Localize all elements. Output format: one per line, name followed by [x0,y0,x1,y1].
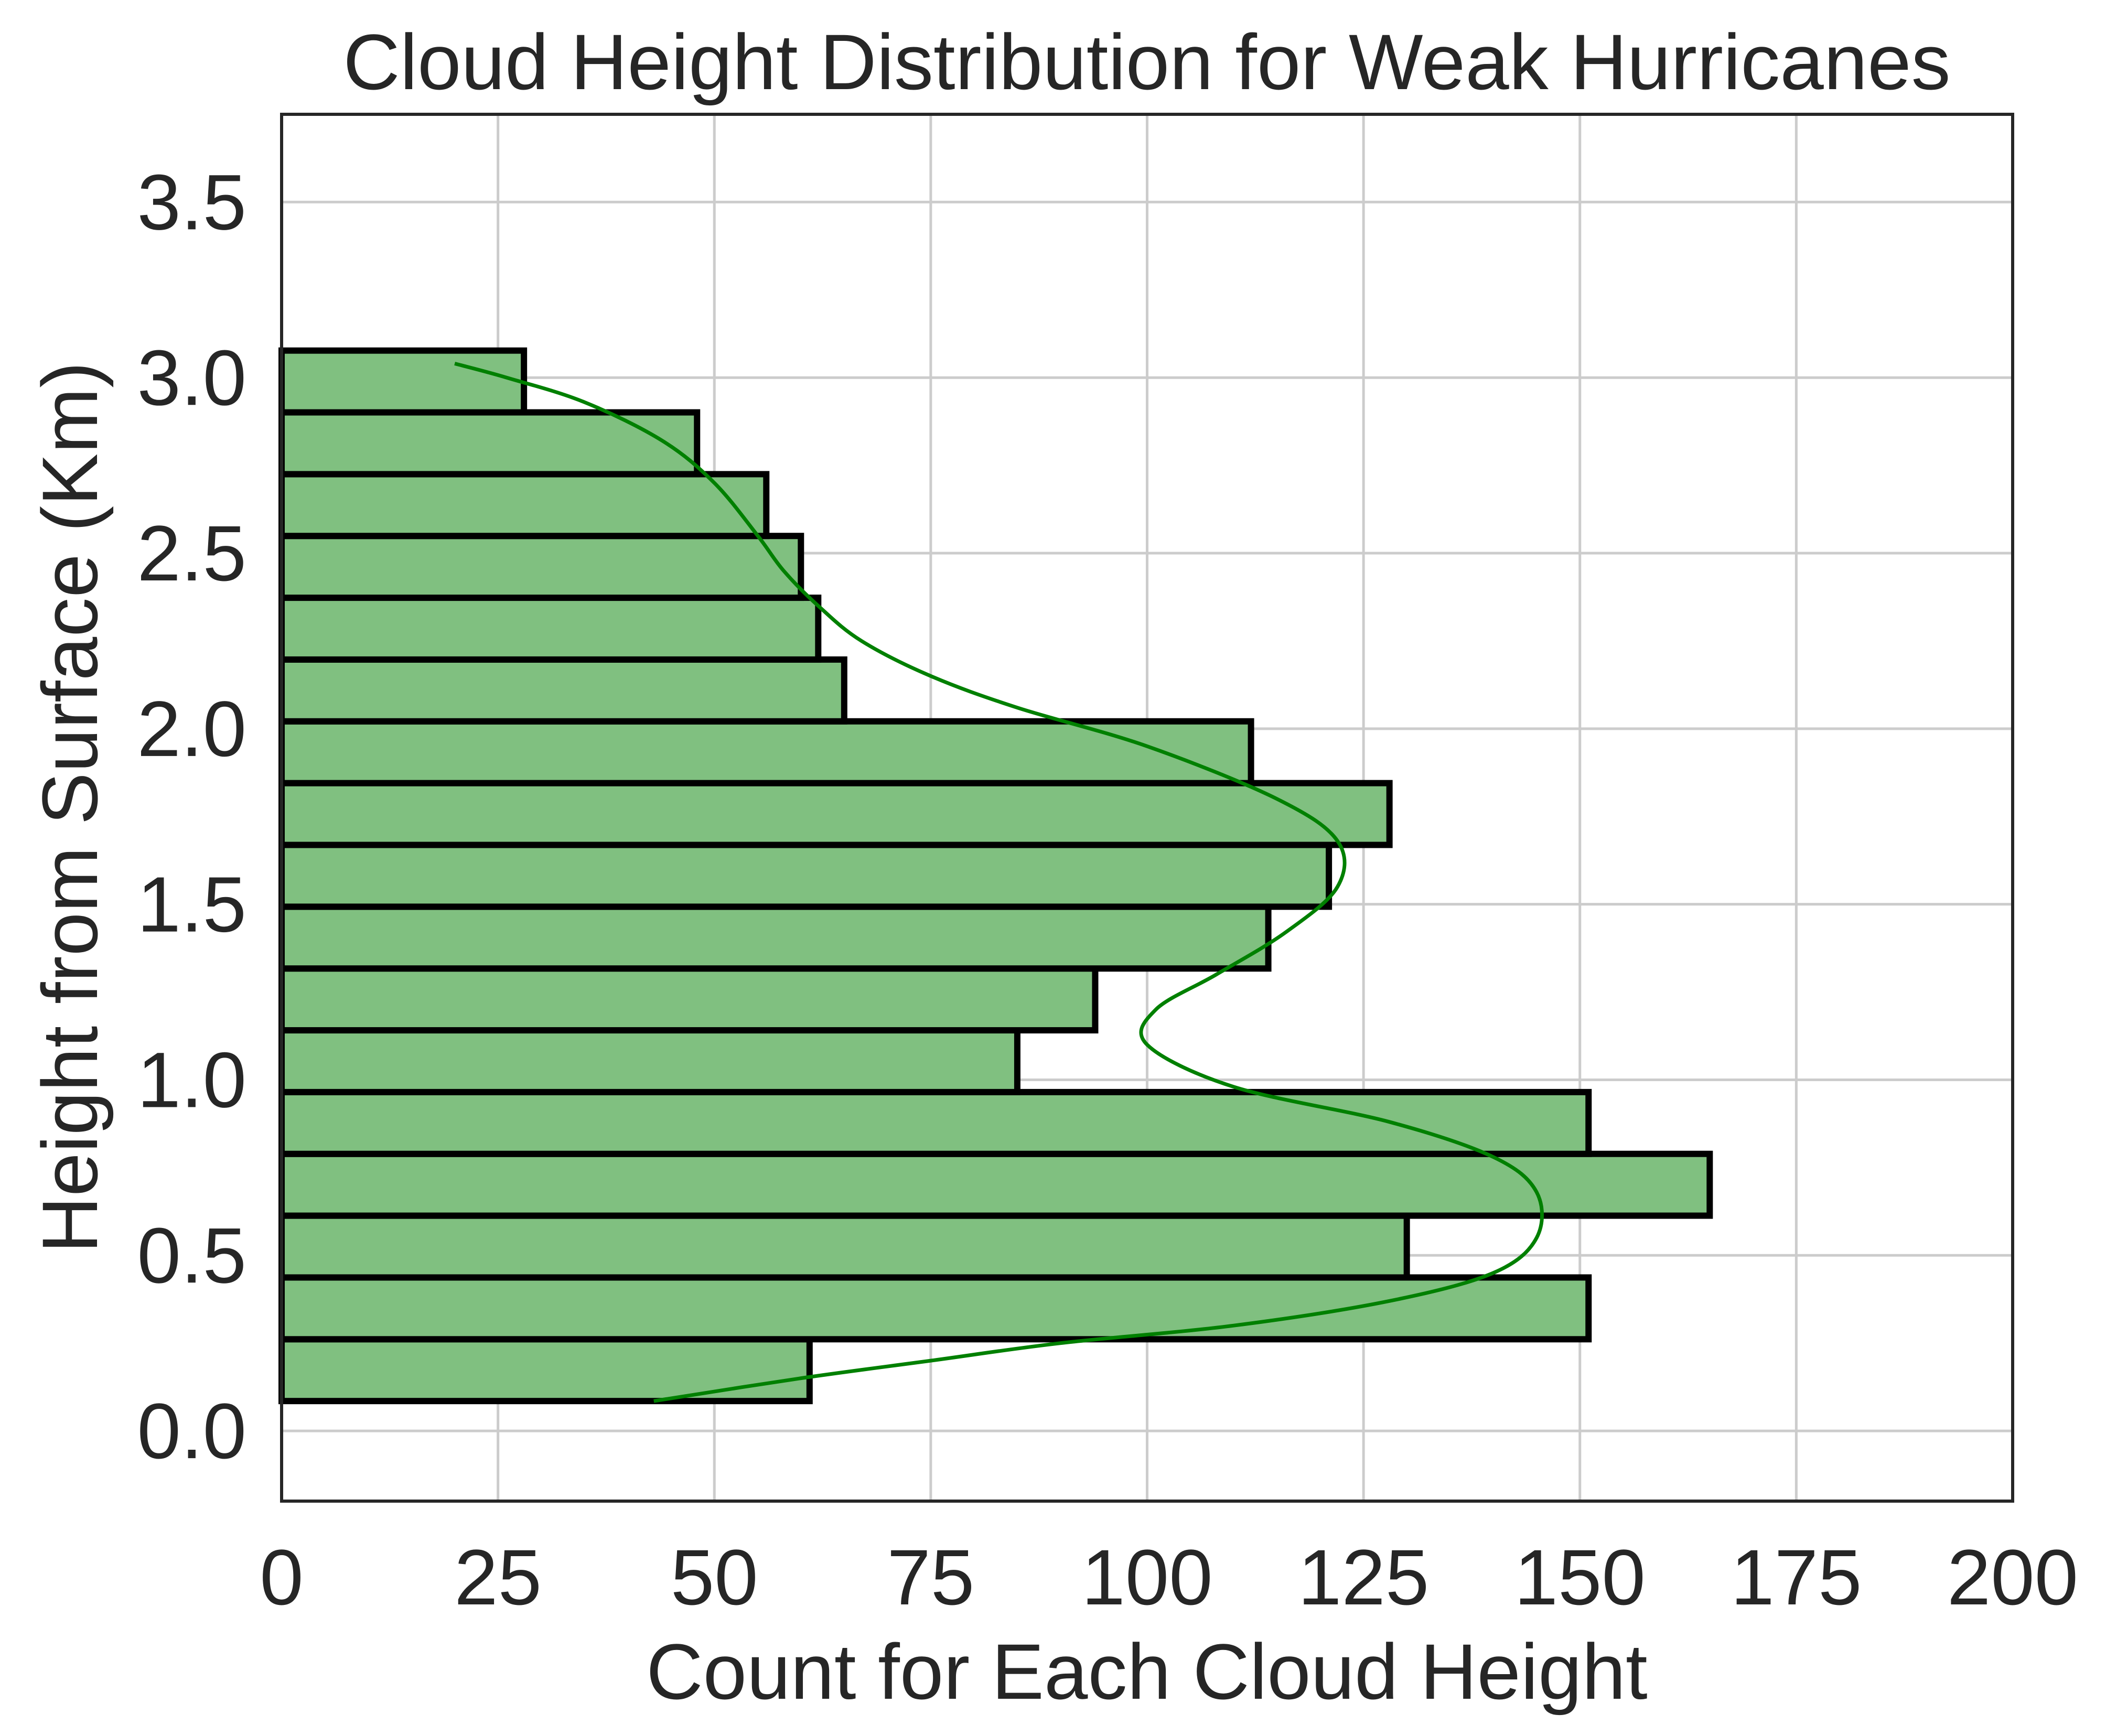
x-tick-label: 175 [1731,1533,1862,1621]
histogram-bar [278,1274,1592,1343]
histogram-bar [278,965,1099,1034]
histogram-bar [278,1212,1410,1281]
histogram-bar [278,595,822,663]
kde-line [454,362,1544,1403]
histogram-bar [278,1088,1592,1157]
x-tick-label: 150 [1514,1533,1646,1621]
x-tick-label: 200 [1947,1533,2078,1621]
y-tick-label: 3.0 [137,333,246,422]
x-tick-label: 100 [1081,1533,1212,1621]
kde-curve-layer [454,362,1544,1403]
y-tick-label: 0.0 [137,1387,246,1475]
plot-area-frame [280,113,2014,1503]
y-tick-label: 2.0 [137,685,246,773]
y-tick-label: 1.5 [137,860,246,948]
x-tick-label: 125 [1298,1533,1429,1621]
x-axis-label: Count for Each Cloud Height [646,1627,1647,1716]
y-tick-label: 1.0 [137,1036,246,1124]
histogram-bar [278,903,1272,972]
y-axis-ticks: 0.0 0.5 1.0 1.5 2.0 2.5 3.0 3.5 [137,158,246,1475]
x-tick-label: 25 [454,1533,542,1621]
x-tick-label: 75 [887,1533,974,1621]
histogram-bar [278,656,847,725]
x-tick-label: 50 [671,1533,758,1621]
histogram-bar [278,1027,1020,1095]
histogram-bar [278,347,528,416]
histogram-bar [278,409,701,478]
x-tick-label: 0 [260,1533,303,1621]
histogram-bar [278,842,1333,910]
histogram-bar [278,471,770,540]
y-tick-label: 3.5 [137,158,246,246]
chart-title: Cloud Height Distribution for Weak Hurri… [343,18,1950,106]
histogram-bar [278,780,1393,848]
histogram-bar [278,1150,1713,1219]
histogram-bar [278,718,1254,786]
y-tick-label: 0.5 [137,1211,246,1299]
y-axis-label: Height from Surface (Km) [26,362,114,1253]
x-axis-ticks: 0 25 50 75 100 125 150 175 200 [260,1533,2078,1621]
histogram-bar [278,533,804,601]
histogram-bar [278,1336,813,1405]
y-tick-label: 2.5 [137,509,246,597]
